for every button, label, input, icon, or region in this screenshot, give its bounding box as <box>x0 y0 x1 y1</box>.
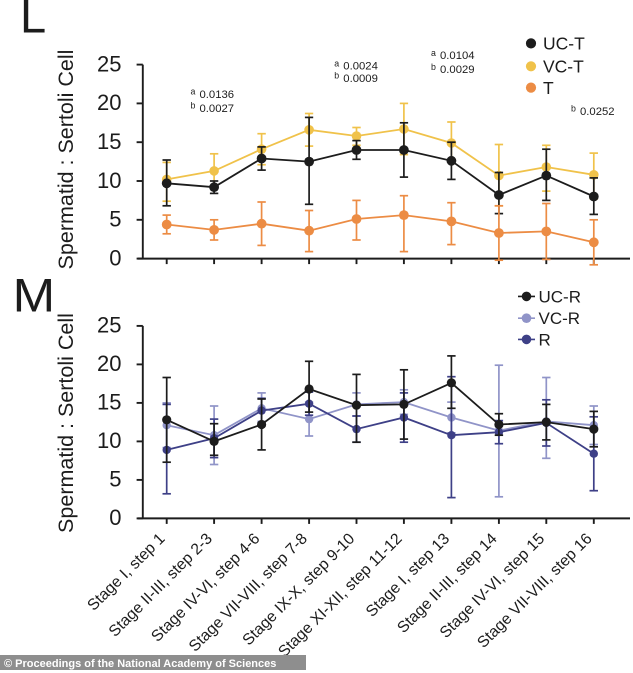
svg-text:M: M <box>13 269 56 322</box>
svg-text:20: 20 <box>97 90 121 115</box>
svg-text:0: 0 <box>109 505 121 530</box>
svg-text:0: 0 <box>109 245 121 270</box>
svg-text:0.0024: 0.0024 <box>343 61 378 73</box>
svg-text:5: 5 <box>109 207 121 232</box>
svg-text:b: b <box>571 104 576 114</box>
svg-text:L: L <box>20 0 46 43</box>
svg-text:5: 5 <box>109 467 121 492</box>
svg-text:10: 10 <box>97 428 121 453</box>
svg-text:T: T <box>543 78 554 98</box>
svg-text:Spermatid : Sertoli Cell: Spermatid : Sertoli Cell <box>54 313 78 533</box>
svg-text:25: 25 <box>97 51 121 76</box>
svg-text:b: b <box>334 71 339 81</box>
svg-text:VC-T: VC-T <box>543 57 584 77</box>
svg-text:Spermatid : Sertoli Cell: Spermatid : Sertoli Cell <box>54 50 78 270</box>
svg-text:VC-R: VC-R <box>539 309 581 328</box>
svg-text:25: 25 <box>97 313 121 338</box>
svg-text:a: a <box>334 58 339 68</box>
svg-text:0.0136: 0.0136 <box>200 89 235 101</box>
svg-text:R: R <box>539 330 551 349</box>
svg-text:0.0252: 0.0252 <box>580 106 615 118</box>
svg-text:0.0027: 0.0027 <box>200 103 235 115</box>
svg-text:UC-T: UC-T <box>543 34 585 54</box>
svg-text:10: 10 <box>97 168 121 193</box>
svg-text:0.0029: 0.0029 <box>440 64 475 76</box>
svg-text:15: 15 <box>97 129 121 154</box>
svg-text:0.0009: 0.0009 <box>343 73 378 85</box>
svg-text:UC-R: UC-R <box>539 287 582 306</box>
svg-text:0.0104: 0.0104 <box>440 50 475 62</box>
svg-text:b: b <box>191 101 196 111</box>
svg-text:a: a <box>191 87 196 97</box>
svg-text:20: 20 <box>97 351 121 376</box>
svg-text:15: 15 <box>97 390 121 415</box>
svg-text:b: b <box>431 62 436 72</box>
svg-text:a: a <box>431 48 436 58</box>
svg-text:© Proceedings of the National: © Proceedings of the National Academy of… <box>4 658 276 670</box>
